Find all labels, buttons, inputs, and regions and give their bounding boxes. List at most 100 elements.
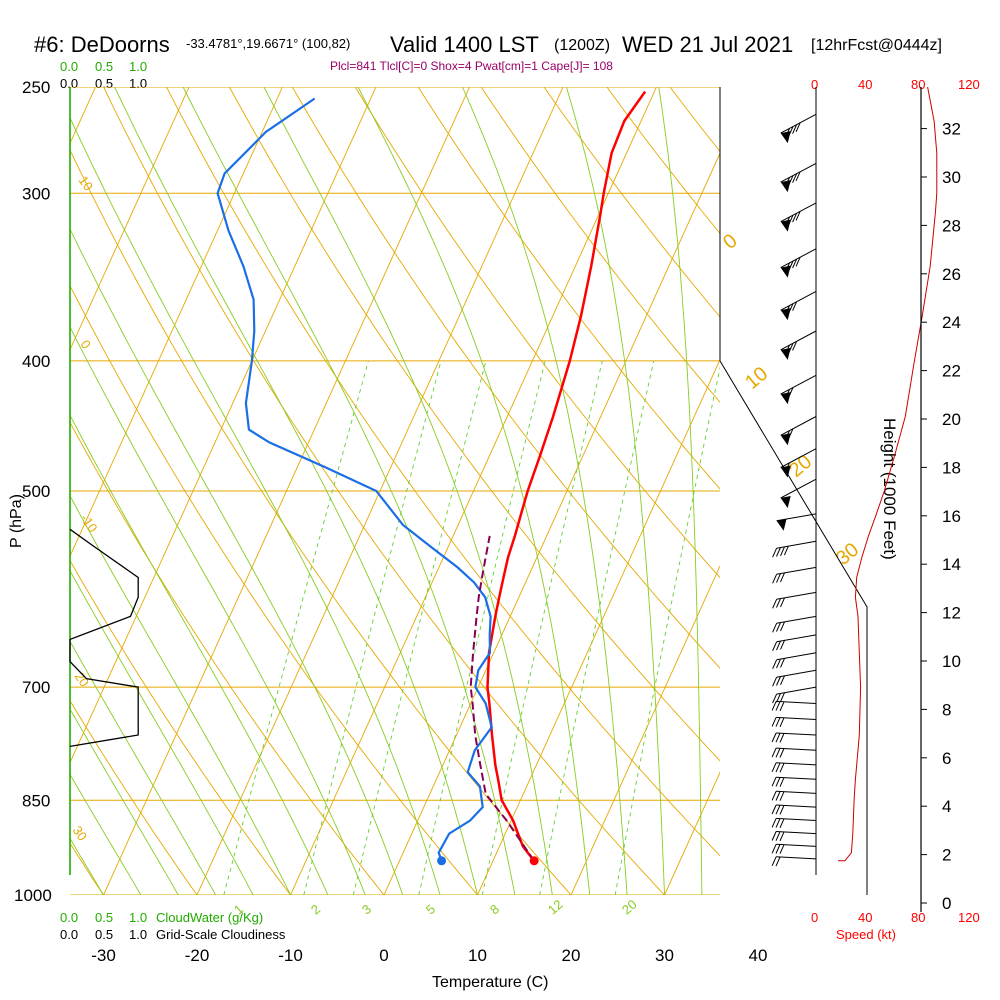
moist-adiabat-line xyxy=(70,326,366,895)
zulu-time: (1200Z) xyxy=(554,37,610,54)
wind-barb-feather xyxy=(779,748,785,758)
wind-barb xyxy=(780,202,817,232)
pressure-tick-label: 250 xyxy=(22,78,50,97)
pressure-tick-label: 700 xyxy=(22,678,50,697)
wind-barb-feather xyxy=(776,547,781,557)
wind-barb-feather xyxy=(772,574,778,584)
height-tick-label: 12 xyxy=(942,604,961,623)
mixing-ratio-line xyxy=(352,360,487,895)
wind-barb-feather xyxy=(776,658,781,669)
wind-barb-feather xyxy=(775,831,781,841)
wind-barb-shaft xyxy=(780,248,817,269)
speed-tick: 40 xyxy=(858,910,872,925)
wind-barb xyxy=(771,716,817,728)
wind-barb-feather xyxy=(771,791,777,801)
temperature-tick-label: 30 xyxy=(655,946,674,965)
moist-adiabat-line xyxy=(70,640,217,895)
cloudiness-label: Grid-Scale Cloudiness xyxy=(156,927,286,942)
wind-barb xyxy=(772,634,817,652)
wind-barb-feather xyxy=(792,124,798,134)
wind-barb-feather xyxy=(779,763,785,773)
wind-barb-shaft xyxy=(776,790,817,794)
speed-tick: 120 xyxy=(958,910,980,925)
wind-barb-feather xyxy=(775,777,781,787)
surface-dewpoint-marker xyxy=(437,856,447,866)
height-tick-label: 14 xyxy=(942,555,961,574)
height-axis-label: Height (1000 Feet) xyxy=(880,418,899,560)
wind-barb-feather xyxy=(779,831,785,842)
wind-barb-feather xyxy=(792,258,798,269)
height-tick-label: 30 xyxy=(942,168,961,187)
dry-adiabat-line xyxy=(166,87,720,857)
temperature-tick-label: 10 xyxy=(468,946,487,965)
wind-barb-shaft xyxy=(776,817,817,821)
pressure-tick-label: 400 xyxy=(22,352,50,371)
height-tick-label: 28 xyxy=(942,216,961,235)
wind-barb xyxy=(780,290,817,321)
wind-barb-flag xyxy=(780,496,791,509)
wind-barb-feather xyxy=(795,257,801,267)
dry-adiabat-label: 10 xyxy=(76,173,97,193)
cloudiness-profile xyxy=(69,528,139,748)
cloudwater-tick: 1.0 xyxy=(129,59,147,74)
temperature-tick-label: 40 xyxy=(749,946,768,965)
wind-barb-feather xyxy=(780,572,785,583)
wind-barb-feather xyxy=(795,122,801,133)
height-tick-label: 32 xyxy=(942,120,961,139)
moist-adiabat-line xyxy=(565,87,665,895)
temperature-tick-label: -30 xyxy=(91,946,116,965)
surface-temperature-marker xyxy=(529,856,539,866)
wind-barb-feather xyxy=(785,344,790,355)
wind-barb-feather xyxy=(785,216,790,227)
wind-barb-feather xyxy=(771,856,777,867)
dry-adiabat-line xyxy=(480,87,720,403)
wind-barb-feather xyxy=(795,171,801,182)
wind-barb xyxy=(780,162,817,193)
wind-barb-shaft xyxy=(776,566,817,575)
cloudiness-tick: 1.0 xyxy=(129,76,147,91)
valid-time: Valid 1400 LST xyxy=(390,32,539,57)
wind-barb-feather xyxy=(776,622,781,632)
wind-barb-feather xyxy=(788,214,794,225)
moist-adiabat-line xyxy=(70,414,329,895)
isotherm-line xyxy=(290,87,657,895)
wind-barb-feather xyxy=(772,623,778,633)
dry-adiabat-line xyxy=(417,87,720,490)
dry-adiabat-label: 20 xyxy=(72,669,93,689)
wind-barb-feather xyxy=(785,389,790,399)
dry-adiabat-line xyxy=(70,699,198,895)
wind-barb-feather xyxy=(779,844,785,854)
wind-barb-feather xyxy=(771,732,777,743)
wind-barb-feather xyxy=(779,818,785,829)
wind-barb-feather xyxy=(788,126,794,136)
wind-barb xyxy=(771,831,817,842)
isotherm-line xyxy=(477,358,720,895)
wind-barb xyxy=(772,669,817,687)
wind-barb-feather xyxy=(780,597,785,608)
wind-barb-feather xyxy=(771,747,777,758)
speed-tick: 80 xyxy=(911,910,925,925)
moist-adiabat-line xyxy=(70,228,404,895)
wind-barb xyxy=(771,732,817,743)
plot-area: 1 2 3 5 8 12 20-100102030010203025030040050070… xyxy=(14,78,961,965)
wind-barb xyxy=(780,248,817,278)
wind-barb-shaft xyxy=(780,113,817,134)
wind-barb-shaft xyxy=(780,416,817,436)
wind-barb-shaft xyxy=(776,804,817,808)
moist-adiabat-line xyxy=(182,87,516,895)
wind-barb-feather xyxy=(771,831,777,841)
wind-barb xyxy=(772,686,817,704)
wind-barb-shaft xyxy=(780,290,817,311)
wind-barb-feather xyxy=(775,748,781,758)
pressure-tick-label: 500 xyxy=(22,482,50,501)
cloudiness-tick: 1.0 xyxy=(129,927,147,942)
wind-barb-feather xyxy=(775,844,781,854)
pressure-tick-label: 1000 xyxy=(14,886,52,905)
wind-barb-feather xyxy=(785,177,790,187)
height-tick-label: 16 xyxy=(942,507,961,526)
wind-barb-feather xyxy=(776,693,781,703)
plot-right-boundary xyxy=(719,360,868,895)
height-tick-label: 22 xyxy=(942,362,961,381)
height-tick-label: 26 xyxy=(942,265,961,284)
wind-barb-feather xyxy=(776,640,781,651)
